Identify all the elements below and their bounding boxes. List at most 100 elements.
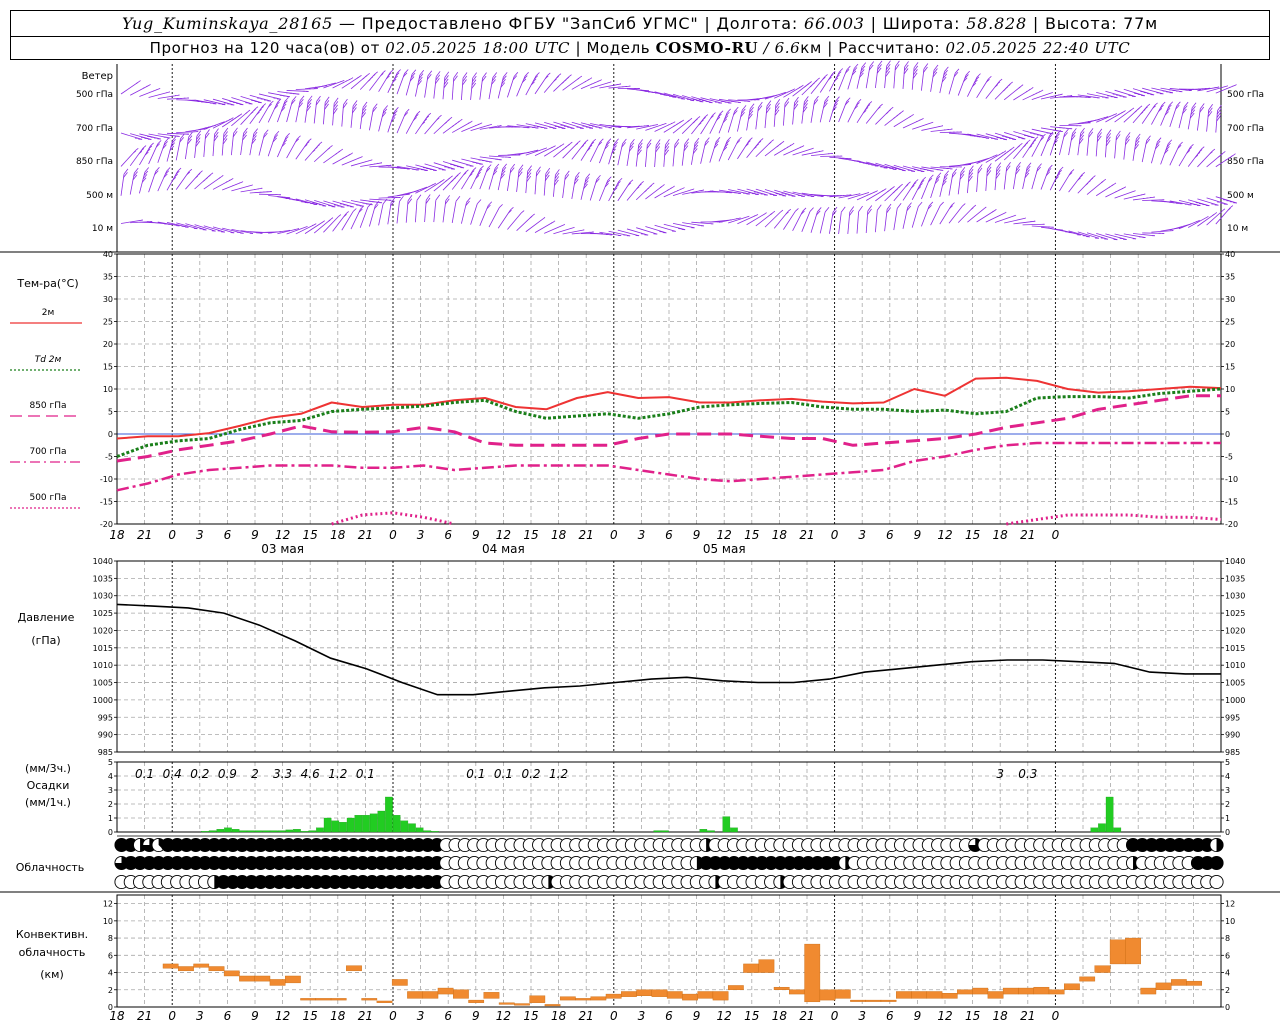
wind-barb bbox=[286, 226, 308, 235]
wind-barb bbox=[323, 102, 326, 125]
wind-barb-feather bbox=[920, 179, 925, 184]
wind-barb-feather bbox=[375, 71, 378, 74]
wind-barb bbox=[875, 187, 894, 202]
wind-barb-feather bbox=[521, 210, 525, 213]
wind-barb-feather bbox=[638, 142, 643, 149]
wind-barb bbox=[939, 175, 946, 197]
wind-barb-feather bbox=[998, 153, 1001, 156]
wind-barb bbox=[369, 72, 383, 91]
hour-tick-label: 21 bbox=[137, 528, 152, 542]
wind-barb-feather bbox=[157, 140, 162, 145]
convective-bar bbox=[1094, 965, 1111, 973]
wind-barb-feather bbox=[885, 63, 891, 70]
precip-3h-total-label: 0.9 bbox=[218, 767, 237, 781]
hour-tick-label: 18 bbox=[330, 528, 346, 542]
pressure-tick-right: 1010 bbox=[1225, 661, 1245, 670]
wind-barb-feather bbox=[237, 115, 240, 118]
wind-barb-feather bbox=[877, 60, 883, 67]
hour-tick-label-bottom: 3 bbox=[638, 1009, 646, 1023]
day-label: 04 мая bbox=[482, 542, 525, 556]
temp-tick-left: 20 bbox=[103, 340, 113, 349]
wind-barb-feather bbox=[512, 75, 518, 81]
wind-barb bbox=[654, 91, 676, 98]
wind-barb-feather bbox=[380, 73, 384, 77]
wind-barb-feather bbox=[427, 112, 432, 117]
wind-barb-feather bbox=[1106, 136, 1111, 143]
wind-barb-feather bbox=[141, 177, 147, 183]
wind-barb bbox=[396, 112, 406, 134]
wind-barb-feather bbox=[352, 208, 357, 212]
wind-barb bbox=[1068, 174, 1083, 193]
wind-barb-feather bbox=[535, 170, 541, 177]
wind-barb bbox=[130, 84, 150, 96]
wind-barb-feather bbox=[951, 202, 955, 206]
wind-barb-feather bbox=[765, 212, 767, 214]
wind-barb-feather bbox=[664, 149, 669, 156]
wind-barb bbox=[1031, 167, 1039, 190]
wind-barb-feather bbox=[1225, 159, 1227, 161]
hour-tick-label-bottom: 0 bbox=[168, 1009, 176, 1023]
wind-barb bbox=[764, 142, 783, 157]
convective-bar bbox=[391, 979, 408, 986]
wind-barb-feather bbox=[250, 111, 254, 115]
wind-barb-feather bbox=[277, 98, 282, 103]
wind-barb-feather bbox=[674, 121, 676, 123]
wind-barb-feather bbox=[964, 74, 969, 79]
precip-bar bbox=[392, 815, 401, 833]
wind-barb-feather bbox=[481, 75, 487, 82]
wind-barb bbox=[341, 156, 363, 166]
wind-barb-feather bbox=[524, 72, 529, 77]
wind-barb-feather bbox=[885, 67, 891, 74]
wind-level-label-left: 500 м bbox=[86, 191, 113, 201]
hour-tick-label: 15 bbox=[965, 528, 980, 542]
wind-barb bbox=[783, 210, 796, 230]
precip-bar bbox=[661, 830, 669, 833]
hour-tick-label-bottom: 12 bbox=[937, 1009, 952, 1023]
wind-barb-feather bbox=[555, 76, 559, 79]
wind-barb-feather bbox=[407, 195, 413, 202]
wind-barb bbox=[847, 211, 851, 234]
wind-barb bbox=[359, 73, 376, 90]
wind-barb-feather bbox=[155, 167, 160, 172]
wind-barb-feather bbox=[532, 78, 537, 83]
wind-barb-feather bbox=[1230, 155, 1233, 157]
wind-barb-feather bbox=[995, 172, 1001, 179]
wind-barb-feather bbox=[414, 113, 419, 118]
wind-barb-feather bbox=[1070, 169, 1075, 173]
wind-barb-feather bbox=[199, 170, 203, 174]
wind-barb-feather bbox=[758, 101, 763, 108]
wind-barb-feather bbox=[333, 101, 339, 108]
convective-bar bbox=[1186, 980, 1203, 986]
wind-barb-feather bbox=[1028, 88, 1031, 91]
wind-barb-feather bbox=[273, 134, 279, 139]
wind-barb-feather bbox=[1168, 101, 1174, 106]
wind-barb-feather bbox=[345, 211, 349, 215]
wind-barb-feather bbox=[472, 167, 477, 171]
wind-barb bbox=[433, 118, 451, 135]
wind-barb-feather bbox=[522, 78, 527, 83]
wind-barb-feather bbox=[1039, 91, 1041, 93]
wind-barb-feather bbox=[802, 207, 807, 212]
wind-barb bbox=[543, 173, 547, 196]
wind-barb bbox=[139, 88, 161, 97]
wind-barb-feather bbox=[757, 105, 763, 112]
wind-barb bbox=[847, 102, 859, 123]
wind-barb-feather bbox=[962, 203, 966, 207]
wind-barb-feather bbox=[299, 95, 305, 101]
wind-barb bbox=[847, 68, 855, 90]
precip-bar bbox=[208, 830, 217, 833]
wind-barb-feather bbox=[509, 167, 515, 173]
wind-barb bbox=[175, 171, 190, 190]
wind-barb-feather bbox=[282, 103, 287, 109]
precip-tick-left: 2 bbox=[108, 800, 113, 809]
wind-barb bbox=[691, 221, 714, 225]
precip-bar bbox=[423, 830, 432, 833]
wind-barb-feather bbox=[445, 198, 450, 205]
hour-tick-label: 9 bbox=[693, 528, 701, 542]
temp-tick-left: 25 bbox=[103, 318, 113, 327]
wind-barb-feather bbox=[425, 197, 431, 204]
wind-barb-feather bbox=[1006, 162, 1011, 168]
wind-barb-feather bbox=[831, 71, 836, 75]
wind-barb bbox=[1049, 170, 1061, 191]
wind-barb-feather bbox=[1167, 139, 1173, 144]
